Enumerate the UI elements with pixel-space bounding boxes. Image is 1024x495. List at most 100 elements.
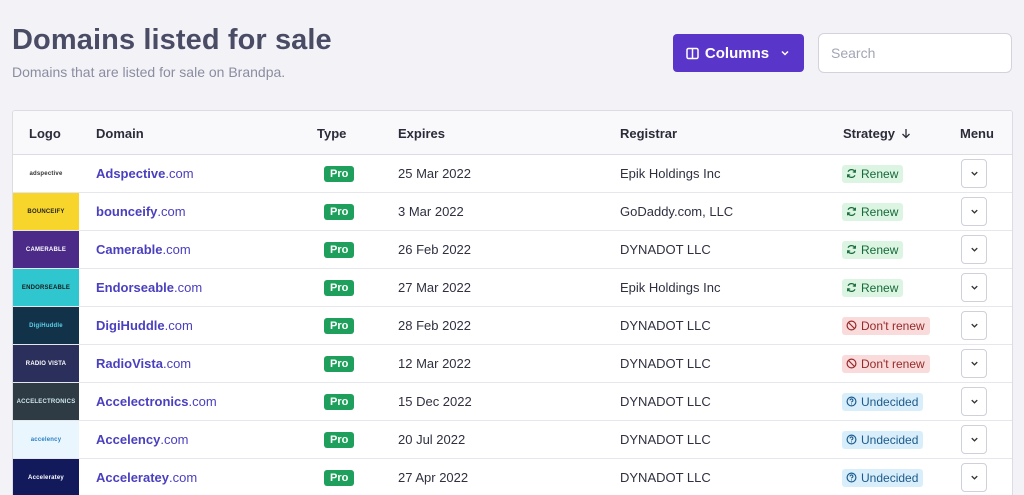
strategy-label: Don't renew [861, 356, 925, 371]
header-expires[interactable]: Expires [398, 126, 445, 141]
domain-link[interactable]: RadioVista .com [96, 345, 191, 382]
strategy-label: Undecided [861, 470, 919, 485]
domain-link[interactable]: Camerable .com [96, 231, 191, 268]
table-row[interactable]: adspective Adspective .com Pro 25 Mar 2022 Ep… [13, 155, 1012, 193]
header-registrar[interactable]: Registrar [620, 126, 678, 141]
strategy-cell: Undecided [842, 421, 924, 458]
strategy-badge[interactable]: Renew [842, 278, 904, 297]
type-badge: Pro [324, 431, 355, 448]
chevron-down-icon [970, 323, 978, 328]
domain-link[interactable]: Adspective .com [96, 155, 194, 192]
strategy-cell: Undecided [842, 459, 924, 495]
columns-icon [686, 47, 699, 59]
registrar-cell: DYNADOT LLC [620, 242, 711, 257]
strategy-badge[interactable]: Renew [842, 164, 904, 183]
type-cell: Pro [324, 459, 355, 495]
table-row[interactable]: ACCELECTRONICS Accelectronics .com Pro 15 De… [13, 383, 1012, 421]
registrar-cell: Epik Holdings Inc [620, 166, 721, 181]
domain-logo: accelency [13, 421, 79, 458]
type-cell: Pro [324, 269, 355, 306]
row-menu-button[interactable] [961, 463, 987, 492]
type-badge: Pro [324, 469, 355, 486]
strategy-badge[interactable]: Undecided [842, 468, 924, 487]
row-menu-button[interactable] [961, 197, 987, 226]
table-row[interactable]: accelency Accelency .com Pro 20 Jul 2022 DYNA… [13, 421, 1012, 459]
type-badge: Pro [324, 279, 355, 296]
domain-logo: CAMERABLE [13, 231, 79, 268]
header-strategy-label: Strategy [843, 126, 896, 141]
row-menu-button[interactable] [961, 387, 987, 416]
domain-tld: .com [162, 242, 191, 257]
refresh-icon [846, 283, 857, 292]
arrow-down-icon [902, 129, 910, 139]
table-row[interactable]: Acceleratey Acceleratey .com Pro 27 Apr 2022… [13, 459, 1012, 495]
row-menu-button[interactable] [961, 349, 987, 378]
strategy-badge[interactable]: Don't renew [842, 354, 930, 373]
domain-link[interactable]: DigiHuddle .com [96, 307, 193, 344]
chevron-down-icon [781, 50, 789, 56]
registrar-cell: DYNADOT LLC [620, 356, 711, 371]
strategy-badge[interactable]: Don't renew [842, 316, 930, 335]
table-row[interactable]: DigiHuddle DigiHuddle .com Pro 28 Feb 2022 DY… [13, 307, 1012, 345]
refresh-icon [846, 169, 857, 178]
strategy-label: Don't renew [861, 318, 925, 333]
row-menu-button[interactable] [961, 273, 987, 302]
table-row[interactable]: CAMERABLE Camerable .com Pro 26 Feb 2022 DYNA… [13, 231, 1012, 269]
table-header: Logo Domain Type Expires Registrar Strat… [13, 111, 1012, 155]
strategy-badge[interactable]: Undecided [842, 430, 924, 449]
domain-name: bounceify [96, 204, 158, 219]
domain-link[interactable]: Endorseable .com [96, 269, 202, 306]
type-badge: Pro [324, 317, 355, 334]
domain-tld: .com [160, 432, 189, 447]
row-menu-button[interactable] [961, 425, 987, 454]
domain-name: Accelency [96, 432, 161, 447]
registrar-cell: DYNADOT LLC [620, 318, 711, 333]
domain-link[interactable]: Acceleratey .com [96, 459, 197, 495]
strategy-badge[interactable]: Renew [842, 202, 904, 221]
domain-link[interactable]: Accelectronics .com [96, 383, 217, 420]
type-cell: Pro [324, 193, 355, 230]
strategy-badge[interactable]: Undecided [842, 392, 924, 411]
domain-name: Camerable [96, 242, 163, 257]
type-cell: Pro [324, 231, 355, 268]
header-strategy[interactable]: Strategy [843, 126, 911, 141]
domain-link[interactable]: bounceify .com [96, 193, 186, 230]
ban-icon [846, 320, 857, 331]
chevron-down-icon [970, 437, 978, 442]
registrar-cell: Epik Holdings Inc [620, 280, 721, 295]
header-menu: Menu [960, 126, 994, 141]
columns-button[interactable]: Columns [673, 34, 804, 72]
strategy-label: Renew [861, 204, 899, 219]
page-title: Domains listed for sale [12, 24, 332, 56]
search-input[interactable] [818, 33, 1012, 73]
domain-logo: DigiHuddle [13, 307, 79, 344]
table-row[interactable]: BOUNCEIFY bounceify .com Pro 3 Mar 2022 GoDad… [13, 193, 1012, 231]
domain-link[interactable]: Accelency .com [96, 421, 189, 458]
header-domain[interactable]: Domain [96, 126, 144, 141]
strategy-label: Undecided [861, 432, 919, 447]
header-type[interactable]: Type [317, 126, 347, 141]
domain-name: Accelectronics [96, 394, 189, 409]
columns-button-label: Columns [704, 44, 770, 62]
expires-cell: 27 Mar 2022 [398, 280, 471, 295]
domain-name: Adspective [96, 166, 166, 181]
table-row[interactable]: RADIO VISTA RadioVista .com Pro 12 Mar 2022 D… [13, 345, 1012, 383]
page-subtitle: Domains that are listed for sale on Bran… [12, 64, 286, 80]
type-cell: Pro [324, 155, 355, 192]
question-circle-icon [846, 472, 857, 483]
domain-logo: BOUNCEIFY [13, 193, 79, 230]
domain-tld: .com [165, 166, 194, 181]
domain-tld: .com [164, 318, 193, 333]
domain-tld: .com [169, 470, 198, 485]
expires-cell: 20 Jul 2022 [398, 432, 466, 447]
domain-name: DigiHuddle [96, 318, 165, 333]
type-badge: Pro [324, 393, 355, 410]
strategy-badge[interactable]: Renew [842, 240, 904, 259]
table-row[interactable]: ENDORSEABLE Endorseable .com Pro 27 Mar 2022… [13, 269, 1012, 307]
row-menu-button[interactable] [961, 235, 987, 264]
expires-cell: 25 Mar 2022 [398, 166, 471, 181]
row-menu-button[interactable] [961, 159, 987, 188]
row-menu-button[interactable] [961, 311, 987, 340]
strategy-label: Undecided [861, 394, 919, 409]
chevron-down-icon [970, 361, 978, 366]
